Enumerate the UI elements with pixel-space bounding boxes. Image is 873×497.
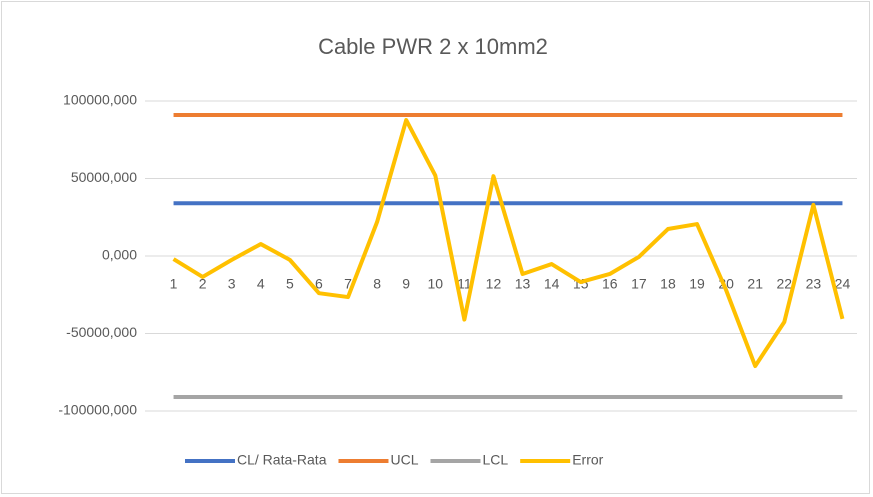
- x-tick-label: 7: [344, 276, 352, 292]
- x-tick-label: 3: [228, 276, 236, 292]
- x-tick-label: 18: [660, 276, 676, 292]
- series-line: [172, 118, 845, 369]
- x-tick-label: 5: [286, 276, 294, 292]
- x-tick-label: 4: [257, 276, 265, 292]
- y-tick-label: 0,000: [102, 247, 137, 263]
- x-tick-label: 10: [428, 276, 444, 292]
- x-tick-label: 13: [515, 276, 531, 292]
- x-tick-label: 17: [631, 276, 647, 292]
- legend-label: Error: [572, 452, 603, 468]
- y-tick-label: -100000,000: [58, 402, 137, 418]
- y-tick-label: -50000,000: [66, 324, 137, 340]
- x-tick-label: 11: [457, 276, 472, 292]
- x-tick-label: 21: [747, 276, 763, 292]
- x-tick-label: 14: [544, 276, 560, 292]
- x-tick-label: 24: [835, 276, 851, 292]
- x-tick-label: 9: [402, 276, 410, 292]
- x-tick-label: 12: [486, 276, 502, 292]
- x-tick-label: 1: [170, 276, 178, 292]
- x-tick-label: 16: [602, 276, 618, 292]
- legend-label: UCL: [390, 452, 418, 468]
- x-tick-label: 19: [689, 276, 705, 292]
- chart-title: Cable PWR 2 x 10mm2: [318, 34, 548, 59]
- x-tick-label: 23: [806, 276, 822, 292]
- y-tick-label: 50000,000: [71, 169, 137, 185]
- x-tick-label: 6: [315, 276, 323, 292]
- x-tick-label: 2: [199, 276, 207, 292]
- x-tick-label: 8: [373, 276, 381, 292]
- legend-label: CL/ Rata-Rata: [237, 452, 327, 468]
- x-tick-label: 22: [777, 276, 793, 292]
- legend-label: LCL: [483, 452, 509, 468]
- y-tick-label: 100000,000: [63, 92, 137, 108]
